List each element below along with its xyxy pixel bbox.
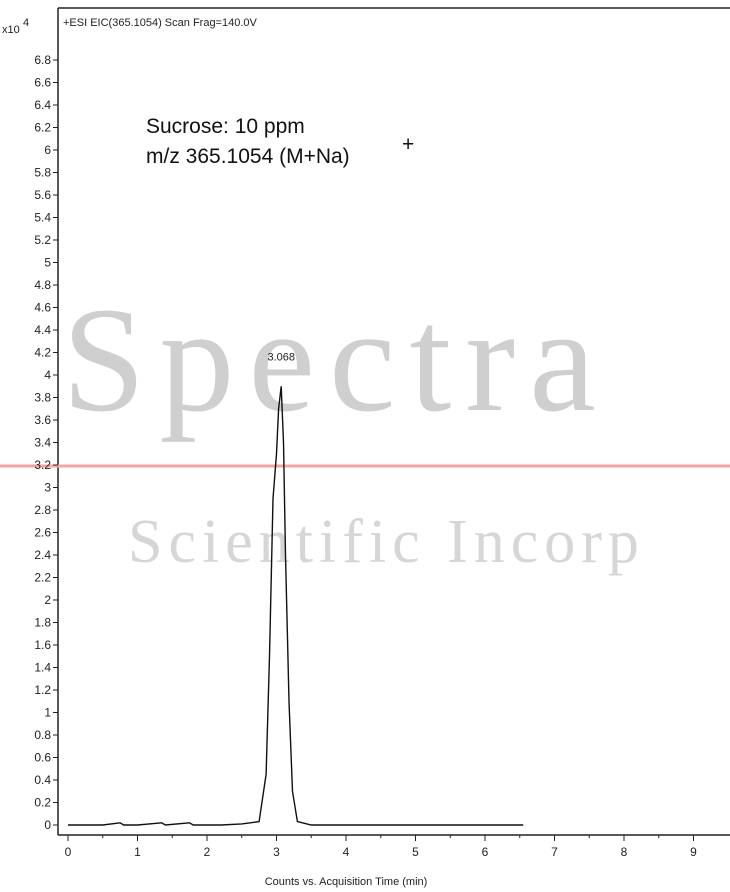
scale-prefix: x10 <box>2 24 20 36</box>
y-tick-label: 2.8 <box>34 503 51 517</box>
y-tick-label: 5.6 <box>34 188 51 202</box>
y-tick-label: 1.8 <box>34 616 51 630</box>
watermark-title: Spectra <box>62 277 610 443</box>
y-tick-label: 2.6 <box>34 526 51 540</box>
y-tick-label: 4.4 <box>34 323 51 337</box>
y-tick-label: 0.2 <box>34 796 51 810</box>
y-tick-label: 4.8 <box>34 278 51 292</box>
y-tick-label: 1.6 <box>34 638 51 652</box>
y-tick-label: 5 <box>44 256 51 270</box>
y-tick-label: 6.2 <box>34 121 51 135</box>
x-tick-label: 9 <box>690 845 697 859</box>
y-tick-label: 3.6 <box>34 413 51 427</box>
y-tick-label: 0.8 <box>34 728 51 742</box>
x-tick-label: 1 <box>134 845 141 859</box>
y-tick-label: 6 <box>44 143 51 157</box>
watermark: Spectra Scientific Incorp <box>0 277 730 576</box>
x-tick-label: 2 <box>204 845 211 859</box>
peak-label: 3.068 <box>267 351 295 363</box>
annotation-mz-superscript: + <box>402 133 414 156</box>
y-tick-label: 4.2 <box>34 346 51 360</box>
y-tick-label: 6.8 <box>34 53 51 67</box>
x-tick-label: 8 <box>621 845 628 859</box>
y-tick-label: 3.4 <box>34 436 51 450</box>
annotation-mz: m/z 365.1054 (M+Na) <box>146 145 350 168</box>
annotation-sample: Sucrose: 10 ppm <box>146 115 305 138</box>
y-tick-label: 6.6 <box>34 76 51 90</box>
x-tick-label: 0 <box>65 845 72 859</box>
y-tick-label: 0 <box>44 818 51 832</box>
y-tick-label: 4.6 <box>34 301 51 315</box>
y-tick-label: 3.8 <box>34 391 51 405</box>
y-tick-label: 5.2 <box>34 233 51 247</box>
y-tick-label: 3.2 <box>34 458 51 472</box>
x-tick-label: 6 <box>482 845 489 859</box>
series-trace-line <box>68 386 524 826</box>
chart-title: +ESI EIC(365.1054) Scan Frag=140.0V <box>63 17 258 29</box>
y-tick-label: 6.4 <box>34 98 51 112</box>
x-tick-label: 5 <box>412 845 419 859</box>
y-tick-label: 0.4 <box>34 773 51 787</box>
y-tick-label: 1.4 <box>34 661 51 675</box>
x-axis: 0 1 2 3 4 5 6 7 8 9 <box>65 835 697 859</box>
x-axis-label: Counts vs. Acquisition Time (min) <box>265 876 428 888</box>
y-tick-label: 5.8 <box>34 166 51 180</box>
watermark-subtitle: Scientific Incorp <box>128 508 645 576</box>
scale-exponent: 4 <box>23 17 29 29</box>
x-tick-label: 4 <box>343 845 350 859</box>
y-tick-label: 2.4 <box>34 548 51 562</box>
y-tick-label: 4 <box>44 368 51 382</box>
y-tick-label: 1.2 <box>34 683 51 697</box>
y-tick-label: 2 <box>44 593 51 607</box>
y-axis: 0 0.2 0.4 0.6 0.8 1 1.2 1.4 1.6 1.8 2 2.2 2.4 2.6 2.8 3… <box>34 53 58 832</box>
x-tick-label: 7 <box>551 845 558 859</box>
y-tick-label: 1 <box>44 706 51 720</box>
x-tick-label: 3 <box>273 845 280 859</box>
y-tick-label: 0.6 <box>34 751 51 765</box>
y-tick-label: 3 <box>44 481 51 495</box>
y-tick-label: 5.4 <box>34 211 51 225</box>
y-tick-label: 2.2 <box>34 571 51 585</box>
